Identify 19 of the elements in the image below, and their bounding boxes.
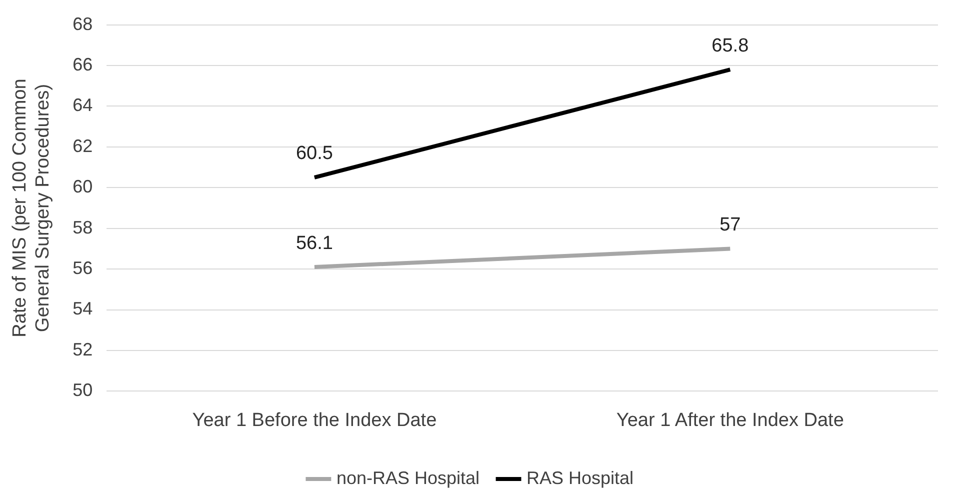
- y-tick-label: 68: [72, 14, 93, 34]
- data-label: 65.8: [712, 35, 749, 56]
- data-label: 57: [720, 214, 741, 236]
- y-tick-label: 54: [72, 298, 93, 319]
- y-tick-label: 66: [72, 54, 93, 74]
- data-label: 56.1: [296, 232, 333, 254]
- x-tick-label: Year 1 Before the Index Date: [192, 410, 437, 431]
- y-tick-label: 52: [72, 339, 93, 360]
- legend-label: non-RAS Hospital: [336, 468, 480, 488]
- y-tick-label: 56: [72, 258, 93, 278]
- y-tick-label: 58: [72, 217, 93, 238]
- y-tick-label: 50: [72, 380, 93, 400]
- y-axis-title: Rate of MIS (per 100 Common General Surgery Procedures): [10, 78, 54, 338]
- legend-label: RAS Hospital: [526, 468, 634, 488]
- x-tick-label: Year 1 After the Index Date: [616, 410, 844, 431]
- y-tick-label: 60: [72, 176, 93, 197]
- y-tick-label: 64: [72, 95, 93, 116]
- data-label: 60.5: [296, 143, 333, 164]
- y-tick-label: 62: [72, 136, 93, 156]
